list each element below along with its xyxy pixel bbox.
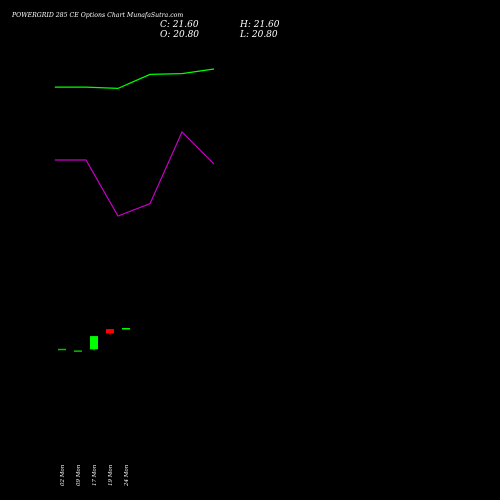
candle-body [90, 336, 98, 350]
candle [122, 328, 130, 330]
indicator-lines [54, 68, 215, 217]
candle-body [122, 328, 130, 330]
ohlc-open-readout: O: 20.80 [160, 30, 199, 40]
ohlc-high-readout: H: 21.60 [239, 20, 280, 30]
indicator-line-1 [54, 68, 215, 90]
x-axis-date-labels: 02 Mon 09 Mon 17 Mon 19 Mon 24 Mon [60, 464, 130, 487]
candle-body [106, 329, 114, 334]
x-tick-label: 19 Mon [108, 464, 114, 486]
candle-body [58, 348, 66, 351]
x-tick-label: 24 Mon [124, 464, 130, 487]
candle [106, 329, 114, 335]
x-tick-label: 09 Mon [76, 464, 82, 486]
x-tick-label: 17 Mon [92, 464, 98, 486]
ohlc-close-readout: C: 21.60 [160, 20, 199, 30]
candle [90, 336, 98, 351]
candle [58, 348, 66, 351]
indicator-line-2 [54, 130, 215, 217]
candle [74, 350, 82, 352]
candle-body [74, 350, 82, 352]
ohlc-low-readout: L: 20.80 [239, 30, 278, 40]
candles [58, 328, 130, 352]
x-tick-label: 02 Mon [60, 464, 66, 486]
chart-title: POWERGRID 285 CE Options Chart MunafaSut… [11, 12, 183, 19]
